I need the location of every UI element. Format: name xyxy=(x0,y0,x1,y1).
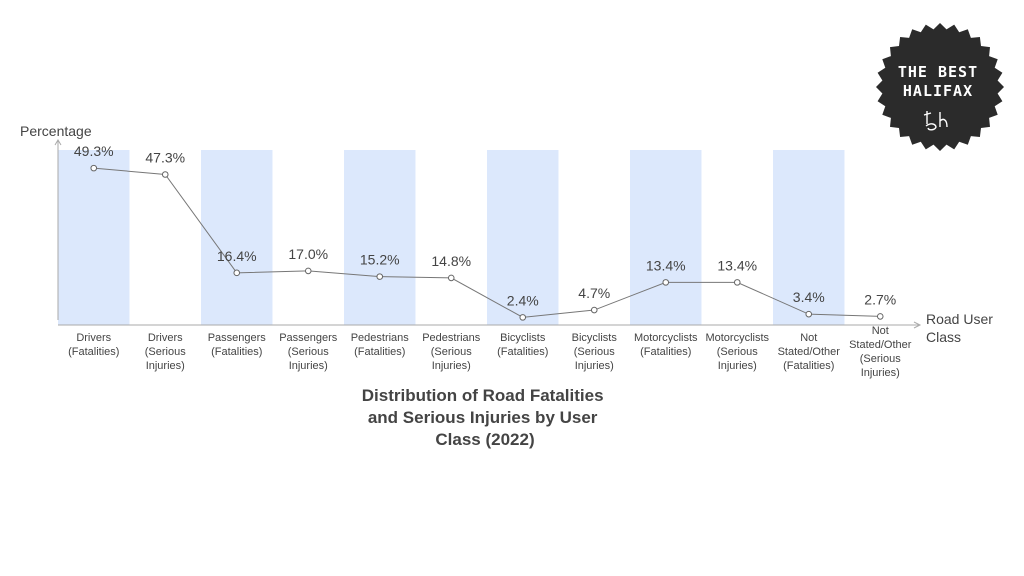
x-tick-label: Drivers (Fatalities) xyxy=(68,332,119,358)
x-tick-label-line: (Fatalities) xyxy=(497,346,548,358)
x-tick-label: Pedestrians (Serious Injuries) xyxy=(422,332,481,372)
data-point xyxy=(662,279,670,286)
data-label: 47.3% xyxy=(145,150,185,166)
data-label: 2.7% xyxy=(864,291,896,307)
x-tick-label-line: Not xyxy=(872,325,889,337)
data-point xyxy=(447,274,455,282)
x-tick-label: Passengers (Serious Injuries) xyxy=(279,332,338,372)
x-tick-label-line: (Serious xyxy=(431,346,472,358)
x-tick-label-line: Injuries) xyxy=(575,360,614,372)
x-axis-label: Road User Class xyxy=(926,311,997,345)
data-points xyxy=(90,164,884,321)
x-tick-label-line: Bicyclists xyxy=(572,332,618,344)
x-tick-label-line: (Serious xyxy=(145,346,186,358)
x-tick-label-line: Drivers xyxy=(148,332,183,344)
data-label: 49.3% xyxy=(74,143,114,159)
series-line xyxy=(93,167,881,318)
x-tick-label-line: Injuries) xyxy=(718,360,757,372)
x-tick-label-line: Injuries) xyxy=(432,360,471,372)
the-best-halifax-badge: THE BEST HALIFAX xyxy=(876,23,1004,151)
data-label: 4.7% xyxy=(578,285,610,301)
chart-title-line: Class (2022) xyxy=(435,430,534,449)
category-band xyxy=(201,150,273,325)
y-axis-label: Percentage xyxy=(20,123,92,139)
x-tick-label-line: Pedestrians xyxy=(422,332,481,344)
x-tick-label-line: (Fatalities) xyxy=(640,346,691,358)
x-tick-label-line: Injuries) xyxy=(861,367,900,379)
x-tick-label-line: Stated/Other xyxy=(778,346,841,358)
data-point xyxy=(876,313,884,320)
data-point xyxy=(90,164,98,172)
data-point xyxy=(304,267,312,275)
badge-line: HALIFAX xyxy=(903,82,973,100)
x-axis-arrow xyxy=(913,321,922,329)
x-tick-label: Motorcyclists (Fatalities) xyxy=(634,332,698,358)
x-tick-label-line: Pedestrians xyxy=(351,332,410,344)
axes: Percentage Road User Class xyxy=(20,123,997,345)
x-tick-label-line: Injuries) xyxy=(146,360,185,372)
x-axis-label-line: Road User xyxy=(926,311,993,327)
data-point xyxy=(161,171,169,178)
data-label: 17.0% xyxy=(288,246,328,262)
data-point xyxy=(233,269,241,277)
data-label: 13.4% xyxy=(646,257,686,273)
category-band xyxy=(487,150,559,325)
x-tick-label-line: Not xyxy=(800,332,817,344)
badge-seal xyxy=(876,23,1004,151)
signature-logo-icon xyxy=(923,111,948,131)
x-tick-label: Bicyclists (Fatalities) xyxy=(497,332,548,358)
x-tick-label-line: Motorcyclists xyxy=(634,332,698,344)
chart-title-line: Distribution of Road Fatalities xyxy=(362,386,604,405)
x-tick-label-line: Motorcyclists xyxy=(705,332,769,344)
x-tick-label: Passengers (Fatalities) xyxy=(208,332,267,358)
x-tick-label-line: (Serious xyxy=(860,353,901,365)
data-point xyxy=(733,279,741,286)
x-tick-labels: Drivers (Fatalities) Drivers (Serious Injuri… xyxy=(68,325,912,379)
data-label: 16.4% xyxy=(217,248,257,264)
chart-title: Distribution of Road Fatalities and Seri… xyxy=(362,386,609,449)
x-tick-label-line: (Fatalities) xyxy=(211,346,262,358)
x-tick-label: Drivers (Serious Injuries) xyxy=(145,332,186,372)
x-tick-label-line: (Serious xyxy=(574,346,615,358)
x-tick-label-line: (Fatalities) xyxy=(68,346,119,358)
x-tick-label: Bicyclists (Serious Injuries) xyxy=(572,332,618,372)
x-tick-label-line: Injuries) xyxy=(289,360,328,372)
data-label: 13.4% xyxy=(717,257,757,273)
x-tick-label-line: (Fatalities) xyxy=(783,360,834,372)
chart-title-line: and Serious Injuries by User xyxy=(368,408,598,427)
x-tick-label-line: Passengers xyxy=(279,332,338,344)
x-tick-label-line: (Serious xyxy=(288,346,329,358)
category-bands xyxy=(58,150,845,325)
category-band xyxy=(58,150,130,325)
x-tick-label-line: Stated/Other xyxy=(849,339,912,351)
data-label: 2.4% xyxy=(507,292,539,308)
x-tick-label: Pedestrians (Fatalities) xyxy=(351,332,410,358)
x-tick-label: Not Stated/Other (Serious Injuries) xyxy=(849,325,912,379)
data-point xyxy=(805,310,813,318)
data-label: 14.8% xyxy=(431,253,471,269)
x-tick-label: Not Stated/Other (Fatalities) xyxy=(778,332,841,372)
data-label: 3.4% xyxy=(793,289,825,305)
data-point xyxy=(376,273,384,280)
x-tick-label-line: Bicyclists xyxy=(500,332,546,344)
value-labels: 49.3% 47.3% 16.4% 17.0% 15.2% 14.8% 2.4% 4.7% 13… xyxy=(74,143,896,308)
category-band xyxy=(773,150,845,325)
x-tick-label-line: (Fatalities) xyxy=(354,346,405,358)
x-tick-label: Motorcyclists (Serious Injuries) xyxy=(705,332,769,372)
data-label: 15.2% xyxy=(360,252,400,268)
data-point xyxy=(519,314,527,321)
badge-line: THE BEST xyxy=(898,63,978,81)
x-tick-label-line: (Serious xyxy=(717,346,758,358)
category-band xyxy=(630,150,702,325)
category-band xyxy=(344,150,416,325)
data-point xyxy=(590,306,598,314)
x-axis-label-line: Class xyxy=(926,329,961,345)
x-tick-label-line: Passengers xyxy=(208,332,267,344)
x-tick-label-line: Drivers xyxy=(76,332,111,344)
y-axis-arrow xyxy=(54,139,62,146)
